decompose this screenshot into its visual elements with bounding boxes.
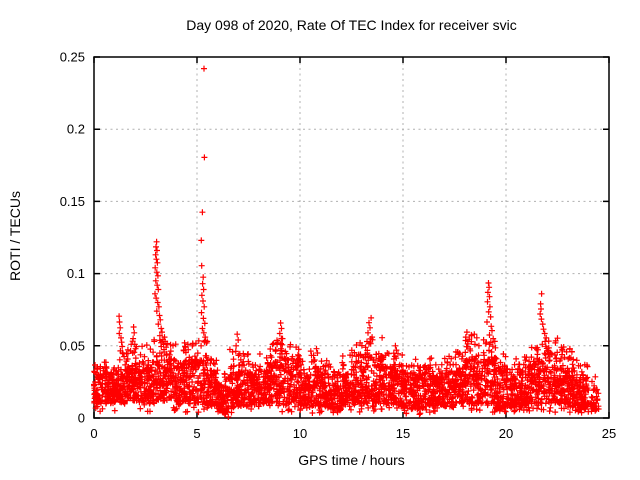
chart-title: Day 098 of 2020, Rate Of TEC Index for r…	[186, 17, 517, 33]
x-tick-label: 10	[293, 426, 307, 441]
x-tick-label: 15	[396, 426, 410, 441]
axis-ticks	[93, 56, 610, 419]
x-tick-label: 5	[193, 426, 200, 441]
y-tick-label: 0.2	[67, 122, 85, 137]
y-tick-label: 0.1	[67, 266, 85, 281]
x-tick-label: 25	[602, 426, 616, 441]
y-tick-label: 0.15	[60, 194, 85, 209]
y-tick-label: 0.25	[60, 50, 85, 65]
y-axis-label: ROTI / TECUs	[7, 191, 23, 281]
y-tick-label: 0.05	[60, 338, 85, 353]
x-tick-label: 20	[499, 426, 513, 441]
x-axis-label: GPS time / hours	[298, 452, 405, 468]
data-points	[91, 65, 602, 420]
y-tick-label: 0	[78, 411, 85, 426]
x-tick-label: 0	[90, 426, 97, 441]
